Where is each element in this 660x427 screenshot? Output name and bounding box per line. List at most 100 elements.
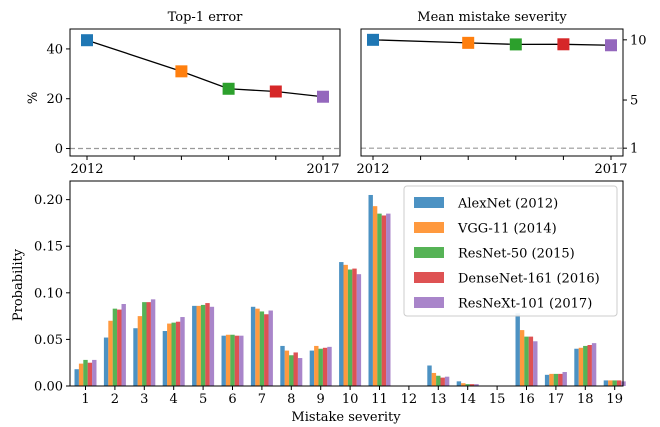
bar-11-4 [381,215,387,386]
legend-box [403,185,618,317]
bar-8-1 [280,345,285,386]
top1-polyline [86,39,324,98]
bar-10-3 [347,269,353,386]
bar-10-1 [339,262,344,386]
bar-14-4 [469,384,475,386]
legend-swatch-5 [414,297,444,308]
top1-ytick-label-0: 0 [55,142,63,157]
bar-xtick-label-14: 14 [459,392,476,407]
bar-16-1 [515,313,520,386]
bar-13-4 [440,377,445,386]
top1-ytick-label-20: 20 [46,92,63,107]
bar-7-5 [268,310,273,386]
bar-ytick-label-3: 0.15 [34,240,63,255]
top1-series-line [86,39,324,98]
bar-9-5 [327,346,332,386]
bar-11-3 [377,213,382,386]
bar-17-5 [562,372,567,386]
legend: AlexNet (2012) VGG-11 (2014) ResNet-50 (20… [403,185,618,317]
bar-xtick-label-3: 3 [140,392,148,407]
bar-ytick-label-1: 0.05 [34,333,63,348]
bar-ytick-label-0: 0.00 [34,380,63,395]
bar-18-3 [583,345,588,386]
bar-14-1 [456,381,462,386]
bar-11-5 [386,213,391,386]
severity-point-2014 [462,36,475,49]
bar-5-5 [209,306,215,386]
legend-label-1: AlexNet (2012) [457,197,558,212]
legend-swatch-2 [414,222,444,233]
bar-x-ticks: 1 2 3 4 5 6 7 8 9 10 11 12 13 14 15 16 17 18 19 [81,386,623,407]
bar-7-1 [250,306,256,386]
severity-series-line [372,39,612,46]
bar-14-2 [461,383,466,386]
bar-13-2 [431,372,437,386]
bar-xtick-label-13: 13 [430,392,447,407]
bar-5-4 [205,303,210,386]
bar-10-5 [356,274,362,386]
top1-xtick-label-2012: 2012 [70,162,103,177]
bar-xtick-label-16: 16 [518,392,535,407]
bar-xtick-label-8: 8 [287,392,295,407]
bar-11-2 [372,206,378,386]
bar-13-1 [427,365,432,386]
bar-xtick-label-5: 5 [199,392,207,407]
bar-18-1 [574,348,579,386]
top1-ylabel: % [26,92,41,104]
legend-label-5: ResNeXt-101 (2017) [458,297,592,312]
bar-4-5 [180,317,185,386]
bar-y-ticks: 0.00 0.05 0.10 0.15 0.20 [34,193,70,395]
severity-frame [360,28,624,157]
bar-17-3 [553,373,559,386]
bar-xtick-label-2: 2 [111,392,119,407]
bar-1-1 [74,369,79,386]
bar-8-3 [289,355,294,386]
bar-13-5 [444,376,450,386]
bar-2-2 [108,320,113,386]
bar-7-4 [264,314,269,386]
bar-xtick-label-10: 10 [342,392,359,407]
bar-2-5 [121,304,126,386]
legend-swatch-3 [414,247,444,258]
legend-swatch-1 [414,197,444,208]
bar-3-3 [142,302,147,386]
bar-9-4 [322,347,328,386]
bar-xtick-label-6: 6 [228,392,236,407]
bar-2-4 [117,309,122,386]
bar-16-5 [533,341,538,386]
bar-xlabel: Mistake severity [291,410,401,425]
bar-18-5 [591,343,597,386]
bar-8-4 [293,352,298,386]
top1-point-2016 [269,85,282,98]
bar-xtick-label-19: 19 [606,392,623,407]
bar-19-2 [608,380,613,386]
bar-9-2 [314,345,319,386]
bar-ylabel: Probability [11,248,26,321]
bar-7-2 [255,308,260,386]
severity-title: Mean mistake severity [417,10,567,25]
bar-3-2 [137,316,143,386]
top1-point-2017 [317,90,329,103]
bar-18-4 [587,345,592,386]
bar-6-5 [239,335,244,386]
bar-6-2 [225,334,231,386]
bar-2-3 [112,308,118,386]
bar-xtick-label-12: 12 [401,392,418,407]
bar-10-4 [352,268,357,386]
legend-label-3: ResNet-50 (2015) [458,247,575,262]
bar-11-1 [368,194,373,386]
bar-6-1 [221,335,226,386]
top1-points [81,34,329,103]
bar-19-4 [616,380,622,386]
bar-14-5 [474,384,479,386]
top1-frame [69,28,341,157]
top1-xtick-label-2017: 2017 [306,162,339,177]
bars [74,194,626,386]
bar-14-3 [465,384,470,386]
bar-17-4 [558,373,563,386]
bar-19-1 [603,380,609,386]
severity-points [367,33,617,52]
legend-label-2: VGG-11 (2014) [457,222,557,237]
top1-x-ticks: 2012 2017 [70,156,340,177]
